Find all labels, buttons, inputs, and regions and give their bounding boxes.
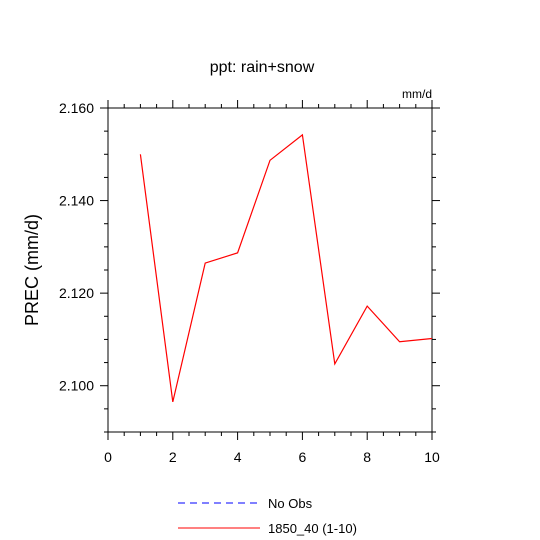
units-label: mm/d: [402, 87, 432, 101]
x-tick-label: 6: [299, 449, 307, 465]
x-axis-ticks: 0 2 4 6 8 10: [104, 100, 440, 465]
x-tick-label: 2: [169, 449, 177, 465]
y-tick-label: 2.120: [59, 285, 94, 301]
y-tick-label: 2.100: [59, 378, 94, 394]
x-tick-label: 4: [234, 449, 242, 465]
x-tick-label: 0: [104, 449, 112, 465]
series-line: [139, 133, 433, 403]
x-tick-label: 8: [363, 449, 371, 465]
y-tick-label: 2.160: [59, 100, 94, 116]
y-axis-ticks: 2.100 2.120 2.140 2.160: [59, 100, 440, 433]
x-tick-label: 10: [424, 449, 440, 465]
legend-label: 1850_40 (1-10): [268, 521, 357, 536]
chart-title: ppt: rain+snow: [210, 59, 315, 76]
y-tick-label: 2.140: [59, 193, 94, 209]
plot-frame: [107, 107, 433, 433]
legend: No Obs 1850_40 (1-10): [178, 496, 357, 536]
y-axis-label: PREC (mm/d): [22, 214, 42, 326]
series-group: [139, 133, 433, 403]
legend-label: No Obs: [268, 496, 313, 511]
